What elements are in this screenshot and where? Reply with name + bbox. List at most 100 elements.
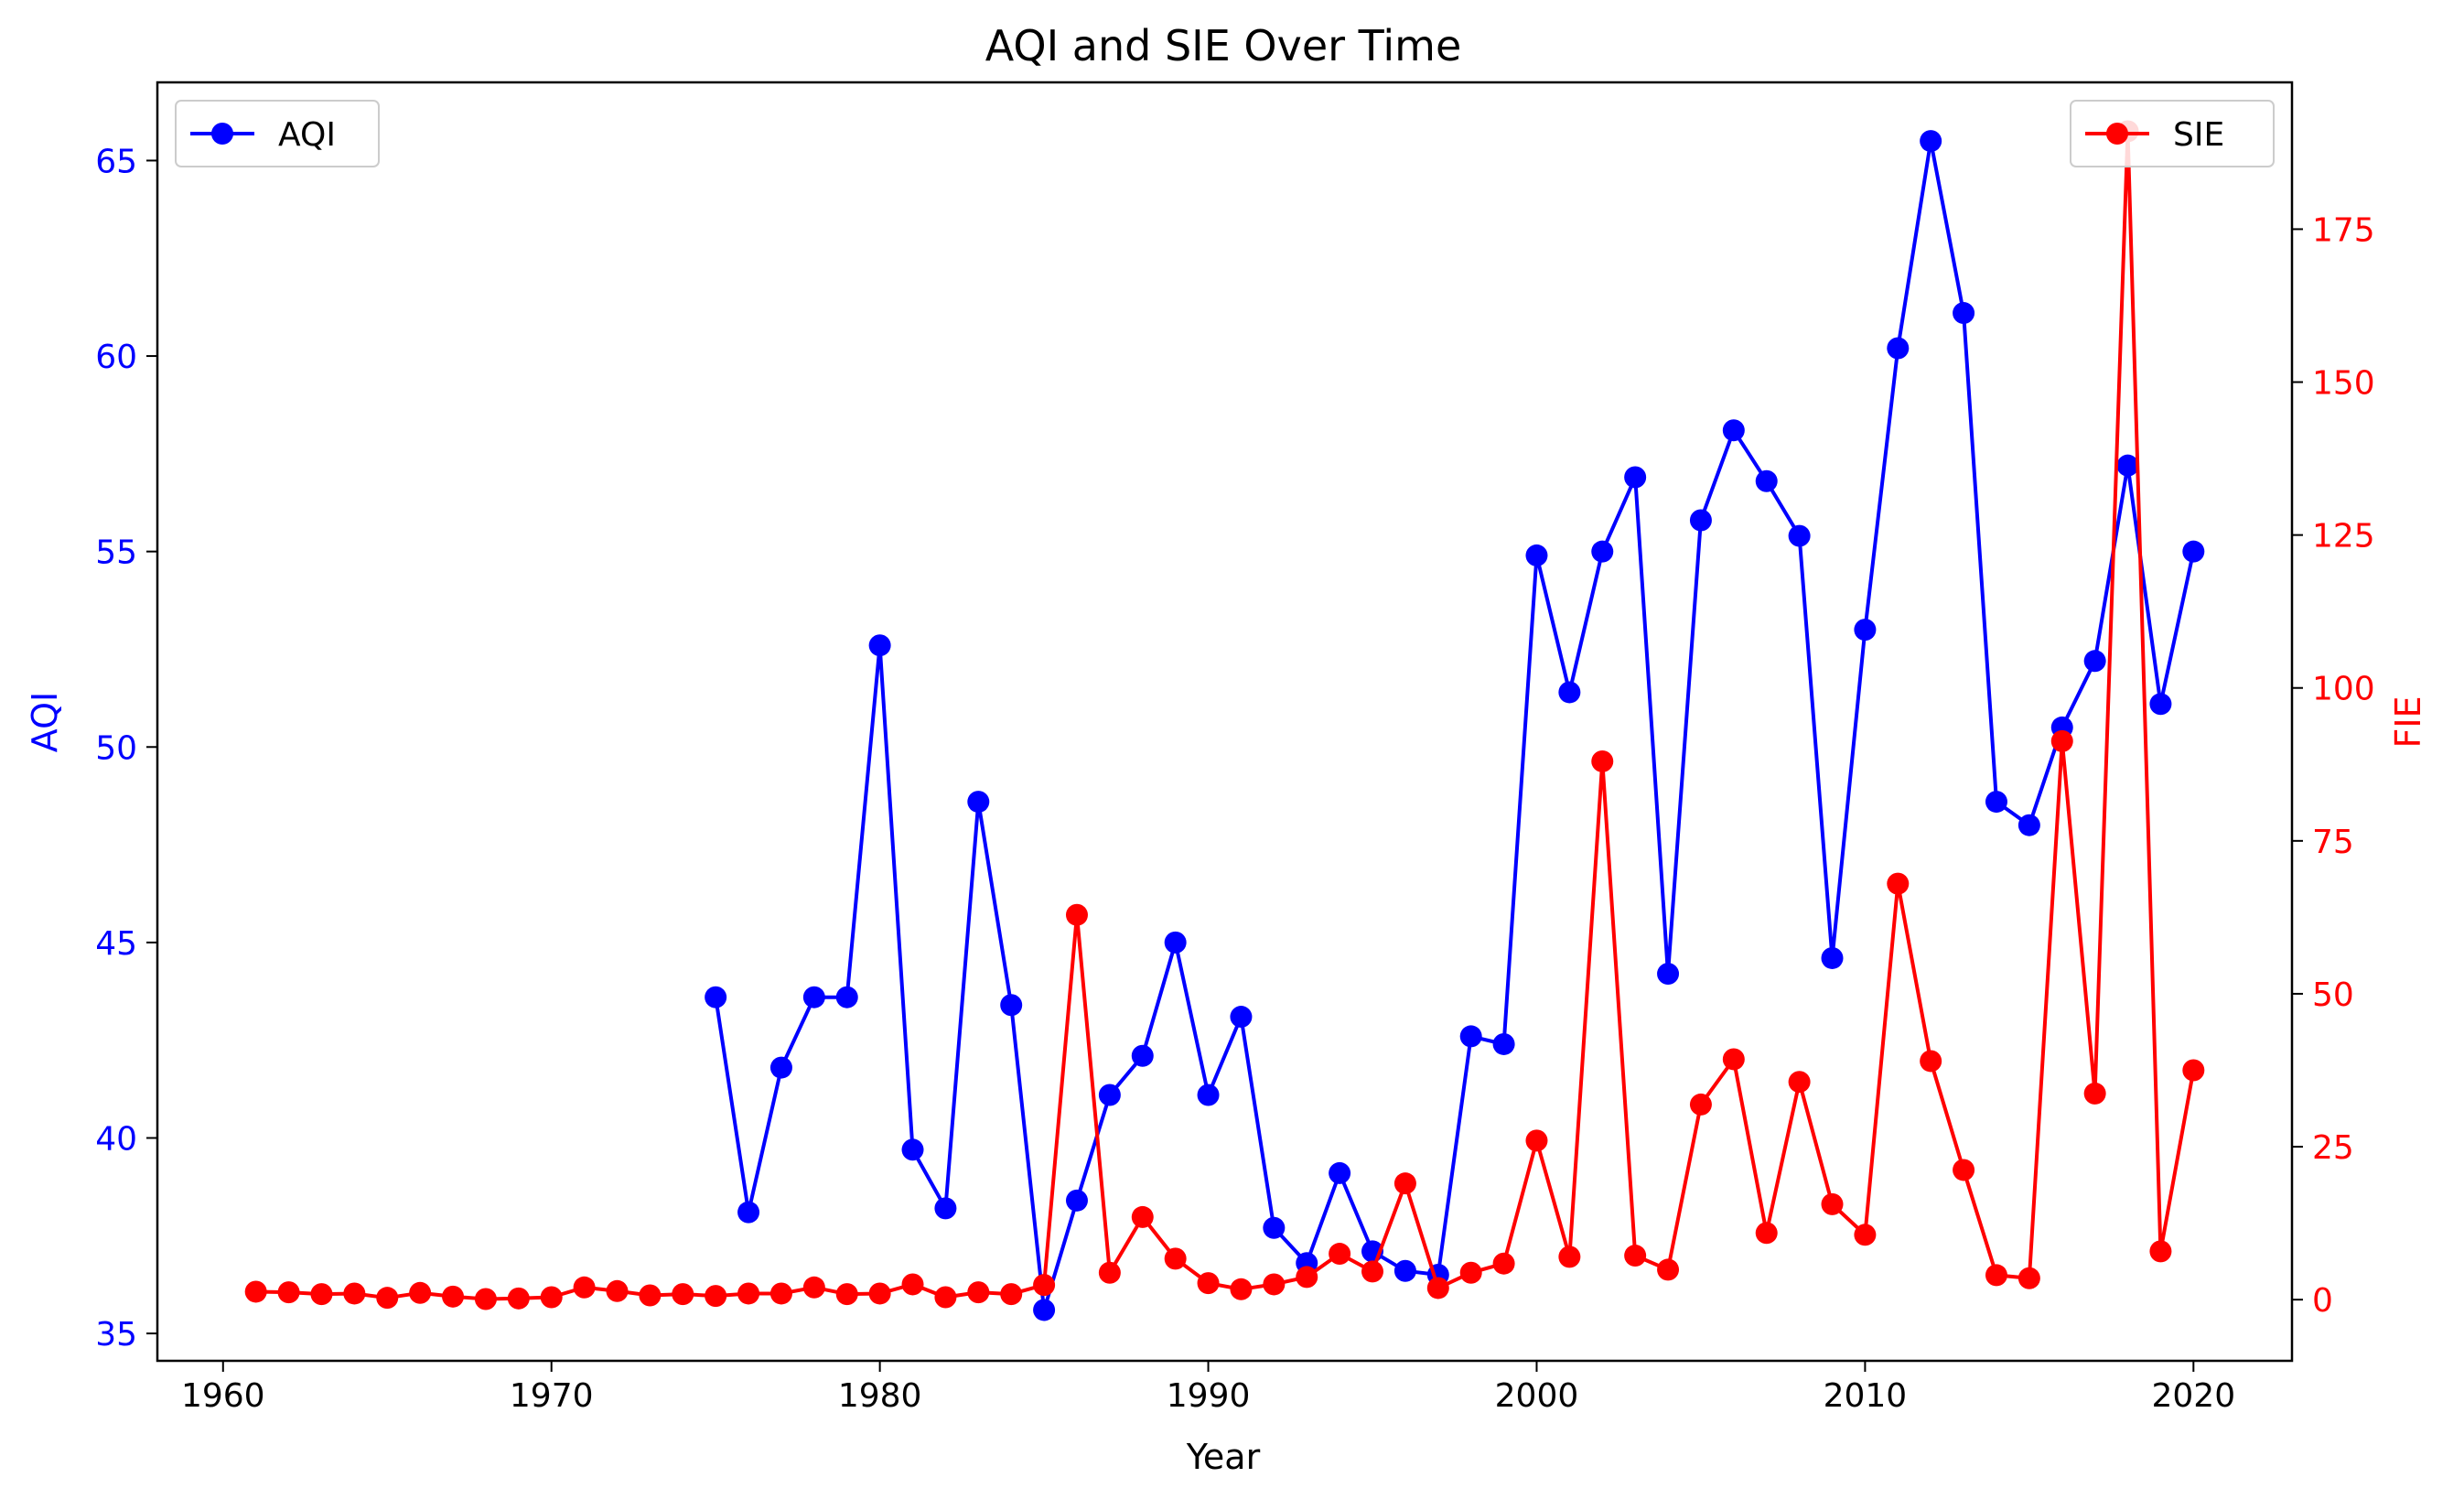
data-point-sie xyxy=(244,1280,267,1303)
right-y-tick-label: 150 xyxy=(2312,365,2375,403)
data-point-aqi xyxy=(1131,1044,1154,1067)
right-y-axis-label: FIE xyxy=(2388,696,2428,748)
data-point-aqi xyxy=(1755,469,1778,492)
data-point-sie xyxy=(1755,1222,1778,1245)
x-tick-label: 1970 xyxy=(510,1377,594,1415)
data-point-aqi xyxy=(1887,337,1910,360)
data-point-sie xyxy=(1361,1260,1384,1283)
data-point-sie xyxy=(1558,1246,1581,1268)
data-point-aqi xyxy=(1591,540,1614,563)
data-point-sie xyxy=(2083,1082,2106,1105)
data-point-sie xyxy=(2149,1240,2172,1263)
data-point-aqi xyxy=(1920,130,1942,153)
data-point-aqi xyxy=(2116,454,2139,477)
data-point-sie xyxy=(540,1286,563,1309)
data-point-sie xyxy=(1197,1272,1220,1295)
data-point-sie xyxy=(310,1283,333,1306)
x-tick-label: 1960 xyxy=(181,1377,265,1415)
right-y-tick-label: 0 xyxy=(2312,1282,2333,1320)
left-y-tick-label: 50 xyxy=(95,729,137,767)
data-point-sie xyxy=(606,1279,629,1302)
x-axis-label: Year xyxy=(1186,1437,1261,1477)
data-point-aqi xyxy=(1689,509,1712,532)
data-point-aqi xyxy=(1033,1299,1056,1321)
data-point-sie xyxy=(868,1282,891,1305)
data-point-sie xyxy=(934,1286,957,1309)
data-point-sie xyxy=(1329,1243,1351,1266)
left-y-tick-label: 45 xyxy=(95,925,137,963)
data-point-sie xyxy=(1591,750,1614,772)
data-point-sie xyxy=(1164,1247,1187,1270)
right-y-tick-label: 25 xyxy=(2312,1129,2354,1167)
data-point-sie xyxy=(1722,1048,1745,1071)
chart-title: AQI and SIE Over Time xyxy=(985,21,1462,70)
data-point-sie xyxy=(672,1283,694,1306)
right-y-tick-label: 50 xyxy=(2312,976,2354,1014)
data-point-sie xyxy=(1887,872,1910,895)
data-point-sie xyxy=(1098,1261,1121,1284)
data-point-aqi xyxy=(705,986,727,1008)
data-point-sie xyxy=(1296,1266,1318,1289)
legend-box-sie xyxy=(2070,100,2275,167)
data-point-sie xyxy=(376,1287,399,1310)
data-point-sie xyxy=(737,1282,760,1305)
data-point-aqi xyxy=(1197,1084,1220,1106)
data-point-sie xyxy=(1953,1159,1975,1181)
data-point-sie xyxy=(1263,1273,1286,1296)
data-point-aqi xyxy=(2149,693,2172,716)
left-y-tick-label: 65 xyxy=(95,143,137,180)
left-y-tick-label: 55 xyxy=(95,534,137,572)
data-point-aqi xyxy=(2017,814,2040,836)
data-point-sie xyxy=(1788,1071,1811,1094)
data-point-aqi xyxy=(1492,1032,1515,1055)
data-point-aqi xyxy=(901,1138,924,1161)
data-point-aqi xyxy=(1065,1189,1088,1212)
right-y-tick-label: 75 xyxy=(2312,824,2354,861)
data-point-aqi xyxy=(1624,466,1647,489)
data-point-sie xyxy=(2182,1059,2205,1082)
data-point-aqi xyxy=(802,986,825,1008)
data-point-aqi xyxy=(1821,946,1844,969)
right-y-tick-label: 100 xyxy=(2312,671,2375,708)
data-point-sie xyxy=(769,1282,792,1305)
data-point-sie xyxy=(1492,1252,1515,1275)
data-point-aqi xyxy=(868,634,891,657)
data-point-sie xyxy=(802,1276,825,1299)
data-point-sie xyxy=(474,1288,497,1310)
data-point-aqi xyxy=(1164,931,1187,954)
right-y-tick-label: 125 xyxy=(2312,518,2375,555)
data-point-sie xyxy=(1624,1245,1647,1267)
data-point-aqi xyxy=(1854,619,1877,642)
left-y-tick-label: 35 xyxy=(95,1316,137,1353)
x-tick-label: 2010 xyxy=(1824,1377,1908,1415)
data-point-sie xyxy=(1985,1264,2007,1287)
data-point-sie xyxy=(1033,1274,1056,1297)
data-point-aqi xyxy=(967,791,990,814)
x-tick-label: 1990 xyxy=(1167,1377,1251,1415)
data-point-aqi xyxy=(1459,1025,1482,1048)
data-point-aqi xyxy=(1329,1161,1351,1184)
data-point-sie xyxy=(1000,1283,1023,1306)
data-point-aqi xyxy=(1393,1259,1416,1282)
data-point-aqi xyxy=(1953,302,1975,325)
data-point-sie xyxy=(442,1285,465,1308)
legend-marker-sie xyxy=(2106,123,2128,145)
data-point-aqi xyxy=(1558,681,1581,704)
data-point-sie xyxy=(1689,1093,1712,1116)
data-point-sie xyxy=(343,1282,366,1305)
legend-label-aqi: AQI xyxy=(278,116,336,154)
x-tick-label: 1980 xyxy=(838,1377,922,1415)
data-point-sie xyxy=(1854,1224,1877,1246)
data-point-aqi xyxy=(934,1197,957,1220)
data-point-sie xyxy=(1065,903,1088,926)
data-point-aqi xyxy=(2182,540,2205,563)
right-y-tick-label: 175 xyxy=(2312,211,2375,249)
data-point-aqi xyxy=(2083,650,2106,673)
x-tick-label: 2000 xyxy=(1495,1377,1579,1415)
data-point-sie xyxy=(639,1284,662,1307)
data-point-sie xyxy=(2017,1267,2040,1289)
data-point-sie xyxy=(1131,1205,1154,1228)
data-point-sie xyxy=(1657,1258,1680,1281)
